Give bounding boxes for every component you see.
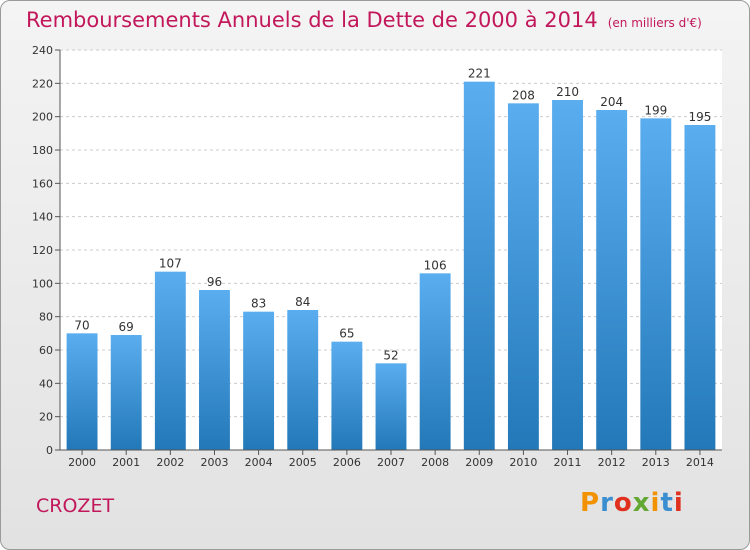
data-label: 70 — [74, 318, 89, 332]
bar — [66, 333, 98, 450]
y-tick-label: 80 — [39, 311, 53, 324]
data-label: 69 — [119, 320, 134, 334]
bar — [463, 81, 495, 451]
y-tick-label: 60 — [39, 344, 53, 357]
y-tick-label: 180 — [32, 144, 53, 157]
x-tick-label: 2010 — [509, 456, 537, 469]
x-tick-label: 2009 — [465, 456, 493, 469]
chart-unit: (en milliers d'€) — [607, 16, 702, 30]
data-label: 221 — [468, 67, 491, 81]
bar — [243, 311, 275, 450]
bar — [596, 110, 628, 450]
y-tick-label: 0 — [46, 444, 53, 457]
x-tick-label: 2003 — [200, 456, 228, 469]
x-tick-label: 2008 — [421, 456, 449, 469]
y-tick-label: 220 — [32, 77, 53, 90]
data-label: 84 — [295, 295, 310, 309]
bar — [684, 125, 716, 450]
x-tick-label: 2006 — [333, 456, 361, 469]
bar — [199, 290, 230, 450]
y-tick-label: 20 — [39, 411, 53, 424]
bar — [154, 271, 186, 450]
axes — [55, 49, 722, 455]
y-tick-label: 120 — [32, 244, 53, 257]
x-tick-label: 2000 — [68, 456, 96, 469]
y-tick-label: 200 — [32, 111, 53, 124]
bar — [331, 341, 363, 450]
bars — [66, 81, 716, 451]
x-tick-label: 2004 — [245, 456, 273, 469]
data-label: 83 — [251, 297, 266, 311]
x-tick-label: 2005 — [289, 456, 317, 469]
data-label: 210 — [556, 85, 579, 99]
data-label: 199 — [644, 103, 667, 117]
commune-name: CROZET — [36, 495, 115, 517]
data-label: 195 — [688, 110, 711, 124]
x-tick-label: 2007 — [377, 456, 405, 469]
bar — [419, 273, 451, 450]
data-label: 65 — [339, 327, 354, 341]
x-tick-label: 2002 — [156, 456, 184, 469]
y-tick-label: 140 — [32, 211, 53, 224]
x-tick-label: 2001 — [112, 456, 140, 469]
x-tick-label: 2013 — [642, 456, 670, 469]
bar — [640, 118, 672, 450]
chart-title: Remboursements Annuels de la Dette de 20… — [26, 8, 702, 32]
data-label: 96 — [207, 275, 222, 289]
proxiti-logo: Proxiti — [580, 488, 684, 518]
x-tick-label: 2012 — [598, 456, 626, 469]
data-label: 208 — [512, 88, 535, 102]
bar — [507, 103, 539, 450]
bar — [110, 335, 142, 450]
labels: 0 20 40 60 80 100 120 140 160 180 200 220 240 70 2000 6… — [32, 44, 714, 469]
data-label: 52 — [383, 348, 398, 362]
x-tick-label: 2014 — [686, 456, 714, 469]
y-tick-label: 40 — [39, 377, 53, 390]
x-tick-label: 2011 — [554, 456, 582, 469]
bar — [552, 100, 583, 450]
data-label: 204 — [600, 95, 623, 109]
bar — [375, 363, 407, 450]
y-tick-label: 100 — [32, 277, 53, 290]
y-tick-label: 240 — [32, 44, 53, 57]
data-label: 106 — [424, 258, 447, 272]
y-tick-label: 160 — [32, 177, 53, 190]
data-label: 107 — [159, 257, 182, 271]
bar — [287, 310, 319, 450]
